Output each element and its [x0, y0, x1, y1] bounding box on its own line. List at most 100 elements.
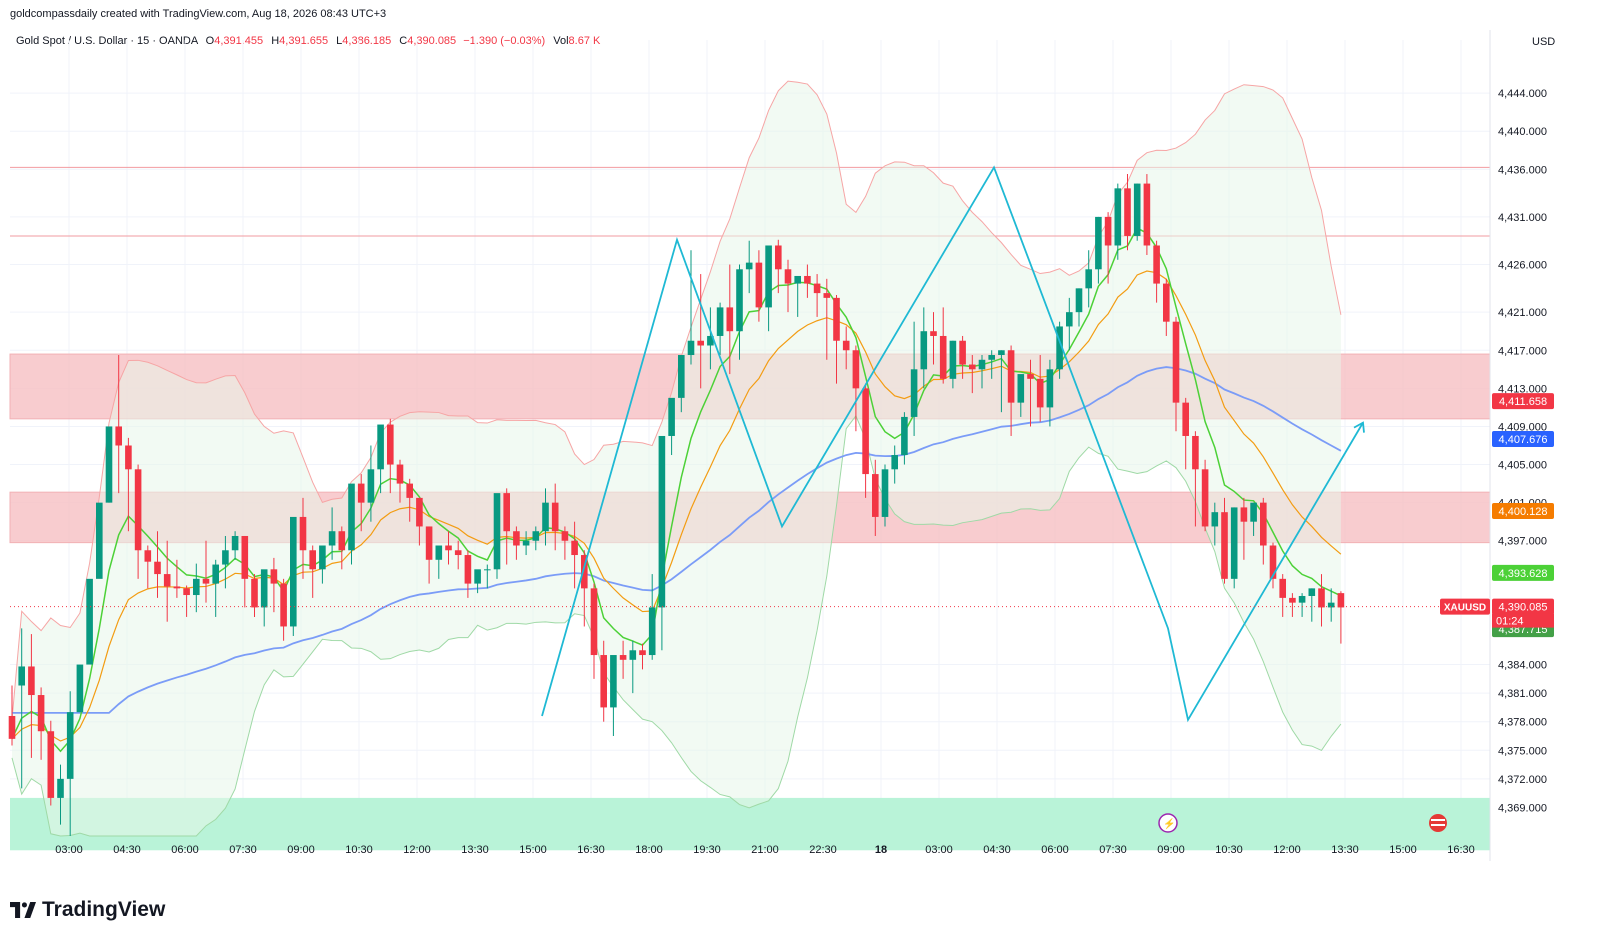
- candle-body: [852, 350, 860, 389]
- y-tick-label: 4,426.000: [1498, 260, 1547, 272]
- candle-body: [183, 588, 190, 596]
- change-value: −1.390 (−0.03%): [463, 35, 546, 47]
- candle-body: [377, 424, 384, 470]
- candle-body: [1269, 545, 1277, 579]
- price-tag-label: 4,390.085: [1499, 602, 1548, 614]
- candle-body: [47, 731, 55, 798]
- x-tick-label: 15:00: [1389, 844, 1417, 856]
- x-tick-label: 03:00: [55, 844, 83, 856]
- y-tick-label: 4,409.000: [1498, 421, 1547, 433]
- y-tick-label: 4,440.000: [1498, 126, 1547, 138]
- candle-body: [1308, 588, 1316, 596]
- candle-body: [920, 331, 928, 370]
- x-tick-label: 07:30: [229, 844, 257, 856]
- candle-body: [571, 540, 578, 556]
- candle-body: [1260, 502, 1267, 546]
- candle-body: [1036, 378, 1044, 408]
- price-tag: [1492, 598, 1554, 615]
- y-tick-label: 4,421.000: [1498, 307, 1547, 319]
- x-tick-label: 09:00: [287, 844, 315, 856]
- candle-body: [1085, 269, 1092, 289]
- candle-body: [1230, 507, 1238, 579]
- candle-body: [1240, 507, 1248, 522]
- candle-body: [988, 355, 995, 360]
- candle-body: [823, 293, 831, 298]
- candle-body: [1327, 602, 1335, 608]
- x-tick-label: 04:30: [113, 844, 141, 856]
- symbol-title[interactable]: Gold Spot / U.S. Dollar · 15 · OANDA: [16, 35, 198, 47]
- candle-body: [1192, 435, 1199, 470]
- candle-body: [28, 666, 35, 696]
- y-tick-label: 4,369.000: [1498, 802, 1547, 814]
- candle-body: [328, 531, 336, 546]
- candle-body: [1182, 402, 1189, 436]
- candle-body: [474, 569, 481, 584]
- candle-body: [251, 578, 258, 608]
- x-tick-label: 12:00: [403, 844, 431, 856]
- candle-body: [648, 607, 656, 656]
- candle-body: [406, 483, 413, 498]
- candle-body: [668, 397, 675, 436]
- candle-body: [901, 416, 908, 456]
- countdown-label: 01:24: [1496, 616, 1524, 628]
- zigzag-projection-line: [541, 165, 1364, 723]
- symbol-legend: Gold Spot / U.S. Dollar · 15 · OANDA O4,…: [16, 35, 601, 47]
- x-tick-label: 09:00: [1157, 844, 1185, 856]
- price-tag: [1492, 431, 1554, 448]
- candle-body: [319, 545, 326, 570]
- y-tick-label: 4,417.000: [1498, 345, 1547, 357]
- candle-body: [1075, 288, 1083, 313]
- volume-value: 8.67 K: [568, 35, 601, 47]
- candle-body: [503, 493, 510, 532]
- x-tick-label: 03:00: [925, 844, 953, 856]
- candle-body: [454, 550, 462, 556]
- x-tick-label: 15:00: [519, 844, 547, 856]
- candle-body: [1104, 216, 1112, 246]
- candle-body: [425, 526, 433, 560]
- y-tick-label: 4,378.000: [1498, 717, 1547, 729]
- candle-body: [804, 275, 811, 284]
- candle-body: [1337, 593, 1345, 608]
- candle-body: [716, 307, 724, 336]
- close-value: 4,390.085: [407, 35, 457, 47]
- currency-label[interactable]: USD: [1532, 36, 1556, 48]
- candle-body: [639, 650, 646, 656]
- candle-body: [493, 493, 501, 570]
- candle-body: [1017, 374, 1025, 403]
- candle-body: [765, 245, 772, 308]
- candle-body: [969, 364, 976, 370]
- y-tick-label: 4,405.000: [1498, 460, 1547, 472]
- y-tick-label: 4,375.000: [1498, 745, 1547, 757]
- high-value: 4,391.655: [279, 35, 329, 47]
- candle-body: [755, 262, 763, 308]
- candle-body: [610, 655, 617, 708]
- candle-body: [222, 550, 229, 565]
- candle-body: [134, 469, 142, 551]
- candle-body: [57, 778, 64, 798]
- candle-body: [299, 516, 307, 551]
- candle-body: [241, 535, 249, 579]
- candle-body: [125, 445, 132, 470]
- x-tick-label: 16:30: [577, 844, 605, 856]
- price-tag: [1492, 502, 1554, 519]
- candle-body: [280, 583, 287, 627]
- symbol-tag: [1440, 598, 1490, 615]
- candle-body: [1133, 183, 1141, 236]
- candle-body: [154, 561, 161, 575]
- tradingview-logo[interactable]: TradingView: [10, 898, 165, 922]
- candle-body: [357, 483, 365, 503]
- candle-body: [1095, 216, 1102, 270]
- candle-body: [1163, 283, 1170, 322]
- price-tag-label: 4,393.628: [1499, 568, 1548, 580]
- candle-body: [1143, 183, 1151, 246]
- candle-body: [619, 655, 627, 660]
- brand-name: TradingView: [42, 898, 166, 921]
- candle-body: [76, 664, 84, 713]
- candle-body: [542, 502, 549, 532]
- candle-body: [998, 350, 1005, 356]
- candle-body: [600, 655, 607, 708]
- candle-body: [202, 578, 210, 584]
- candle-body: [1046, 369, 1054, 408]
- lower-band-line: [11, 414, 1342, 837]
